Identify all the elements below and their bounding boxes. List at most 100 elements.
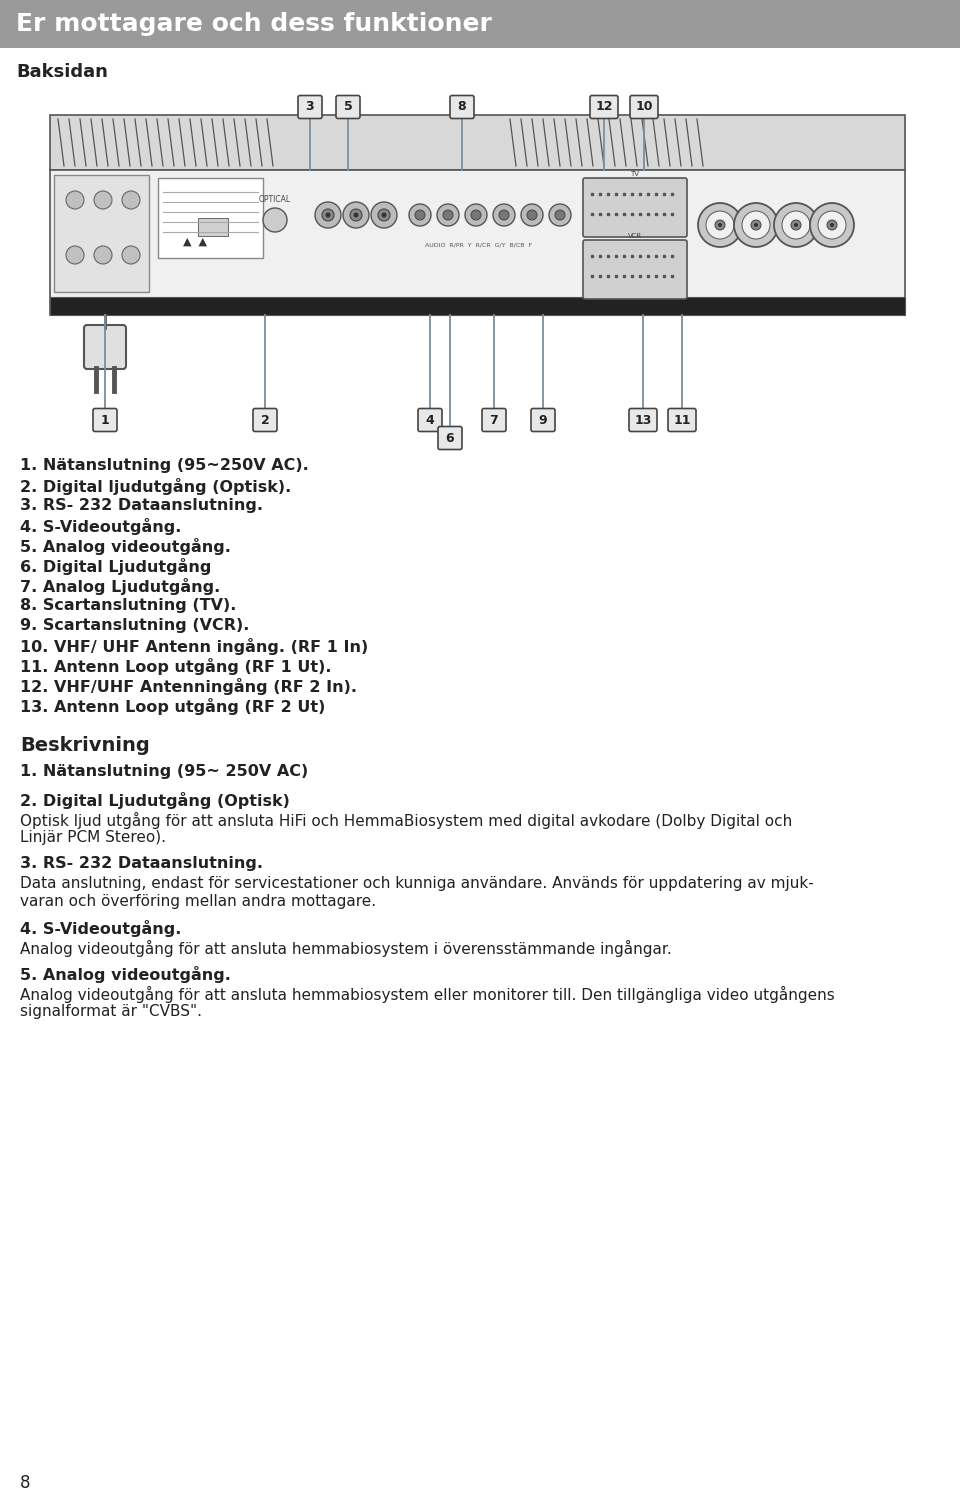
FancyBboxPatch shape bbox=[482, 408, 506, 432]
Circle shape bbox=[371, 202, 397, 228]
Circle shape bbox=[122, 190, 140, 209]
FancyBboxPatch shape bbox=[583, 240, 687, 299]
Text: Linjär PCM Stereo).: Linjär PCM Stereo). bbox=[20, 830, 166, 845]
Text: 9. Scartanslutning (VCR).: 9. Scartanslutning (VCR). bbox=[20, 618, 250, 633]
Circle shape bbox=[343, 202, 369, 228]
Text: signalformat är "CVBS".: signalformat är "CVBS". bbox=[20, 1003, 202, 1018]
Circle shape bbox=[830, 224, 834, 227]
Circle shape bbox=[437, 204, 459, 227]
Text: Beskrivning: Beskrivning bbox=[20, 736, 150, 756]
FancyBboxPatch shape bbox=[253, 408, 277, 432]
FancyBboxPatch shape bbox=[93, 408, 117, 432]
Circle shape bbox=[782, 212, 810, 239]
Circle shape bbox=[94, 190, 112, 209]
Circle shape bbox=[791, 221, 801, 230]
Circle shape bbox=[353, 213, 358, 218]
Text: 7. Analog Ljudutgång.: 7. Analog Ljudutgång. bbox=[20, 579, 220, 595]
Text: 2. Digital Ljudutgång (Optisk): 2. Digital Ljudutgång (Optisk) bbox=[20, 792, 290, 808]
Text: 6: 6 bbox=[445, 432, 454, 444]
Text: 1: 1 bbox=[101, 414, 109, 426]
Text: 11. Antenn Loop utgång (RF 1 Ut).: 11. Antenn Loop utgång (RF 1 Ut). bbox=[20, 657, 331, 675]
Text: 4. S-Videoutgång.: 4. S-Videoutgång. bbox=[20, 518, 181, 535]
FancyBboxPatch shape bbox=[298, 95, 322, 118]
FancyBboxPatch shape bbox=[438, 426, 462, 449]
Text: 4: 4 bbox=[425, 414, 434, 426]
Circle shape bbox=[122, 246, 140, 264]
Text: 11: 11 bbox=[673, 414, 691, 426]
FancyBboxPatch shape bbox=[336, 95, 360, 118]
Circle shape bbox=[66, 246, 84, 264]
Text: 4. S-Videoutgång.: 4. S-Videoutgång. bbox=[20, 920, 181, 937]
Circle shape bbox=[549, 204, 571, 227]
FancyBboxPatch shape bbox=[668, 408, 696, 432]
Text: 2: 2 bbox=[260, 414, 270, 426]
Text: 6. Digital Ljudutgång: 6. Digital Ljudutgång bbox=[20, 558, 211, 576]
Text: 10. VHF/ UHF Antenn ingång. (RF 1 In): 10. VHF/ UHF Antenn ingång. (RF 1 In) bbox=[20, 638, 369, 654]
Circle shape bbox=[715, 221, 725, 230]
Text: 8: 8 bbox=[458, 101, 467, 113]
Text: 3. RS- 232 Dataanslutning.: 3. RS- 232 Dataanslutning. bbox=[20, 857, 263, 870]
Bar bbox=[50, 171, 905, 314]
Circle shape bbox=[754, 224, 758, 227]
Circle shape bbox=[94, 246, 112, 264]
FancyBboxPatch shape bbox=[630, 95, 658, 118]
Circle shape bbox=[751, 221, 761, 230]
Text: 8. Scartanslutning (TV).: 8. Scartanslutning (TV). bbox=[20, 598, 236, 613]
Bar bbox=[54, 175, 149, 292]
Text: 1. Nätanslutning (95~ 250V AC): 1. Nätanslutning (95~ 250V AC) bbox=[20, 765, 308, 780]
Text: Er mottagare och dess funktioner: Er mottagare och dess funktioner bbox=[16, 12, 492, 36]
Text: TV: TV bbox=[631, 171, 639, 177]
Circle shape bbox=[415, 210, 425, 221]
Circle shape bbox=[315, 202, 341, 228]
Circle shape bbox=[409, 204, 431, 227]
Text: 10: 10 bbox=[636, 101, 653, 113]
Text: Optisk ljud utgång för att ansluta HiFi och HemmaBiosystem med digital avkodare : Optisk ljud utgång för att ansluta HiFi … bbox=[20, 811, 792, 830]
FancyBboxPatch shape bbox=[531, 408, 555, 432]
Text: 13. Antenn Loop utgång (RF 2 Ut): 13. Antenn Loop utgång (RF 2 Ut) bbox=[20, 698, 325, 715]
Bar bbox=[198, 218, 228, 236]
FancyBboxPatch shape bbox=[590, 95, 618, 118]
Text: 12: 12 bbox=[595, 101, 612, 113]
Circle shape bbox=[774, 202, 818, 246]
Circle shape bbox=[325, 213, 330, 218]
Text: 8: 8 bbox=[20, 1475, 31, 1491]
Circle shape bbox=[818, 212, 846, 239]
FancyBboxPatch shape bbox=[629, 408, 657, 432]
Circle shape bbox=[794, 224, 798, 227]
Circle shape bbox=[443, 210, 453, 221]
Circle shape bbox=[521, 204, 543, 227]
FancyBboxPatch shape bbox=[418, 408, 442, 432]
Text: Data anslutning, endast för servicestationer och kunniga användare. Används för : Data anslutning, endast för servicestati… bbox=[20, 876, 814, 891]
Circle shape bbox=[555, 210, 565, 221]
Text: 3. RS- 232 Dataanslutning.: 3. RS- 232 Dataanslutning. bbox=[20, 499, 263, 514]
Circle shape bbox=[698, 202, 742, 246]
Text: ▲  ▲: ▲ ▲ bbox=[183, 237, 207, 246]
Text: 5: 5 bbox=[344, 101, 352, 113]
Circle shape bbox=[499, 210, 509, 221]
Circle shape bbox=[378, 209, 390, 221]
Text: OPTICAL: OPTICAL bbox=[259, 195, 291, 204]
Circle shape bbox=[827, 221, 837, 230]
Text: varan och överföring mellan andra mottagare.: varan och överföring mellan andra mottag… bbox=[20, 895, 376, 910]
Text: 12. VHF/UHF Antenningång (RF 2 In).: 12. VHF/UHF Antenningång (RF 2 In). bbox=[20, 678, 357, 695]
Text: 1. Nätanslutning (95~250V AC).: 1. Nätanslutning (95~250V AC). bbox=[20, 458, 309, 473]
FancyBboxPatch shape bbox=[450, 95, 474, 118]
Circle shape bbox=[66, 190, 84, 209]
Text: VCR: VCR bbox=[628, 233, 642, 239]
Text: 2. Digital ljudutgång (Optisk).: 2. Digital ljudutgång (Optisk). bbox=[20, 477, 291, 496]
Text: 7: 7 bbox=[490, 414, 498, 426]
Circle shape bbox=[742, 212, 770, 239]
Text: AUDIO  R/PR  Y  R/CR  G/Y  B/CB  F: AUDIO R/PR Y R/CR G/Y B/CB F bbox=[425, 242, 532, 248]
Bar bbox=[158, 178, 263, 258]
Bar bbox=[50, 115, 905, 171]
Circle shape bbox=[471, 210, 481, 221]
Circle shape bbox=[322, 209, 334, 221]
Bar bbox=[50, 298, 905, 314]
Text: 5. Analog videoutgång.: 5. Analog videoutgång. bbox=[20, 966, 230, 984]
Circle shape bbox=[810, 202, 854, 246]
Text: Analog videoutgång för att ansluta hemmabiosystem eller monitorer till. Den till: Analog videoutgång för att ansluta hemma… bbox=[20, 987, 835, 1003]
Text: Analog videoutgång för att ansluta hemmabiosystem i överensstämmande ingångar.: Analog videoutgång för att ansluta hemma… bbox=[20, 940, 672, 956]
Text: 9: 9 bbox=[539, 414, 547, 426]
Circle shape bbox=[465, 204, 487, 227]
Circle shape bbox=[263, 209, 287, 233]
